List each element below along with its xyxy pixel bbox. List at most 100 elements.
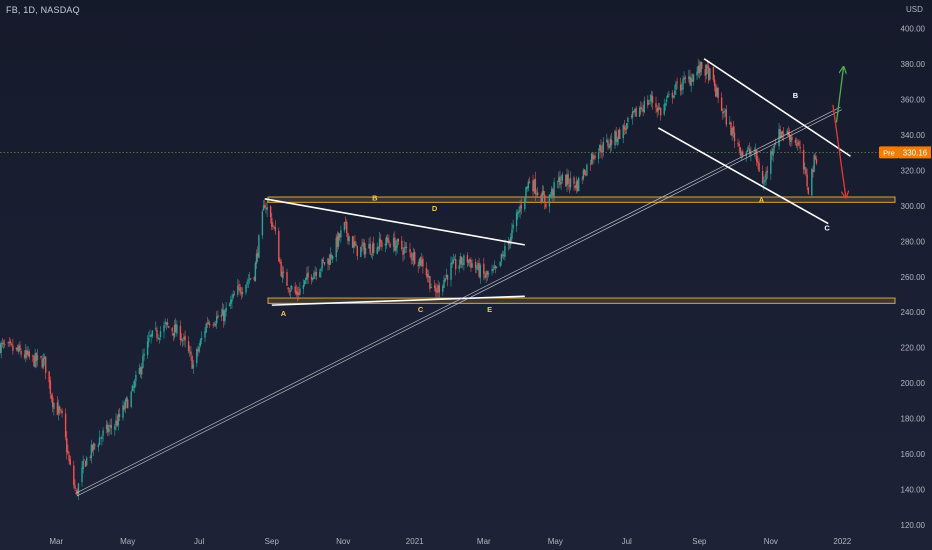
candle-body bbox=[387, 238, 389, 242]
candle-body bbox=[706, 65, 709, 68]
candle-body bbox=[356, 245, 358, 256]
candle bbox=[282, 266, 285, 279]
candle bbox=[184, 330, 186, 348]
candle bbox=[458, 259, 460, 273]
candle bbox=[640, 101, 642, 115]
candle bbox=[289, 285, 292, 298]
candle bbox=[305, 277, 307, 285]
x-tick-label: 2021 bbox=[406, 537, 424, 546]
candle-body bbox=[788, 134, 791, 141]
candle-body bbox=[428, 276, 430, 278]
candle-body bbox=[518, 210, 520, 213]
candle-body bbox=[115, 420, 117, 426]
candle bbox=[69, 455, 71, 466]
candle bbox=[674, 84, 676, 99]
candle bbox=[425, 262, 428, 279]
candle bbox=[642, 104, 644, 117]
candle bbox=[240, 286, 243, 300]
candle bbox=[378, 231, 381, 252]
y-tick-label: 240.00 bbox=[901, 308, 926, 317]
candle bbox=[589, 159, 592, 171]
candle-body bbox=[117, 413, 120, 426]
candle bbox=[602, 136, 605, 157]
candle bbox=[672, 95, 675, 99]
x-tick-label: Sep bbox=[265, 537, 280, 546]
triangle-upper-line bbox=[264, 197, 525, 246]
candle-body bbox=[660, 108, 662, 116]
candle-body bbox=[780, 131, 783, 138]
candle-body bbox=[602, 141, 605, 152]
candle-body bbox=[779, 129, 781, 139]
candle bbox=[405, 242, 408, 253]
candle-body bbox=[36, 355, 39, 360]
candle bbox=[815, 155, 818, 166]
candle bbox=[264, 199, 266, 209]
wave-label: D bbox=[432, 204, 438, 213]
candle-body bbox=[616, 139, 619, 143]
candle bbox=[126, 396, 129, 409]
candle bbox=[788, 128, 791, 146]
candle bbox=[23, 350, 26, 360]
candle-body bbox=[143, 353, 145, 356]
candle-body bbox=[204, 331, 206, 338]
candle-body bbox=[166, 322, 169, 325]
candle-body bbox=[460, 256, 463, 265]
candle bbox=[780, 131, 783, 139]
candle-body bbox=[381, 242, 383, 248]
candle bbox=[135, 370, 137, 387]
pre-value: 330.16 bbox=[903, 148, 928, 157]
candle-body bbox=[545, 203, 547, 208]
candle-body bbox=[233, 294, 235, 296]
candle bbox=[109, 418, 111, 434]
candle-body bbox=[742, 151, 744, 157]
candle-body bbox=[322, 260, 325, 261]
candle-body bbox=[483, 263, 485, 274]
candle-body bbox=[167, 326, 170, 328]
candle bbox=[679, 77, 682, 96]
candle-body bbox=[18, 346, 20, 352]
candle bbox=[647, 95, 649, 109]
candle-body bbox=[60, 410, 62, 412]
candle bbox=[476, 265, 478, 273]
candle bbox=[176, 320, 178, 337]
candle bbox=[189, 345, 191, 357]
candle bbox=[370, 253, 373, 258]
candle bbox=[42, 353, 45, 370]
candle-body bbox=[499, 261, 501, 267]
candle bbox=[648, 100, 650, 106]
candle bbox=[413, 248, 416, 266]
candle bbox=[520, 198, 523, 215]
candle bbox=[698, 60, 701, 79]
candle bbox=[496, 266, 498, 269]
candle-body bbox=[532, 180, 534, 192]
candle bbox=[173, 319, 176, 340]
candle bbox=[501, 250, 504, 258]
candle-body bbox=[339, 233, 341, 238]
candle bbox=[504, 239, 506, 261]
candle-body bbox=[42, 358, 45, 368]
candle bbox=[403, 240, 405, 260]
candle-body bbox=[453, 259, 456, 261]
candle bbox=[56, 396, 59, 416]
candle bbox=[339, 232, 341, 241]
candle-body bbox=[41, 359, 43, 368]
candle-body bbox=[626, 123, 628, 130]
candle bbox=[616, 136, 619, 147]
candle-body bbox=[363, 242, 366, 255]
candle bbox=[389, 242, 391, 248]
candle-body bbox=[1, 342, 4, 344]
candle-body bbox=[608, 145, 610, 148]
candle bbox=[67, 444, 69, 456]
candle bbox=[286, 268, 288, 286]
candle-body bbox=[445, 274, 448, 278]
candle-body bbox=[273, 226, 275, 228]
candle-body bbox=[561, 174, 564, 181]
candle bbox=[198, 343, 200, 354]
candle-body bbox=[131, 385, 134, 391]
candle-body bbox=[527, 181, 530, 189]
candle-body bbox=[500, 254, 503, 262]
candle bbox=[249, 277, 252, 281]
candle bbox=[534, 171, 537, 201]
